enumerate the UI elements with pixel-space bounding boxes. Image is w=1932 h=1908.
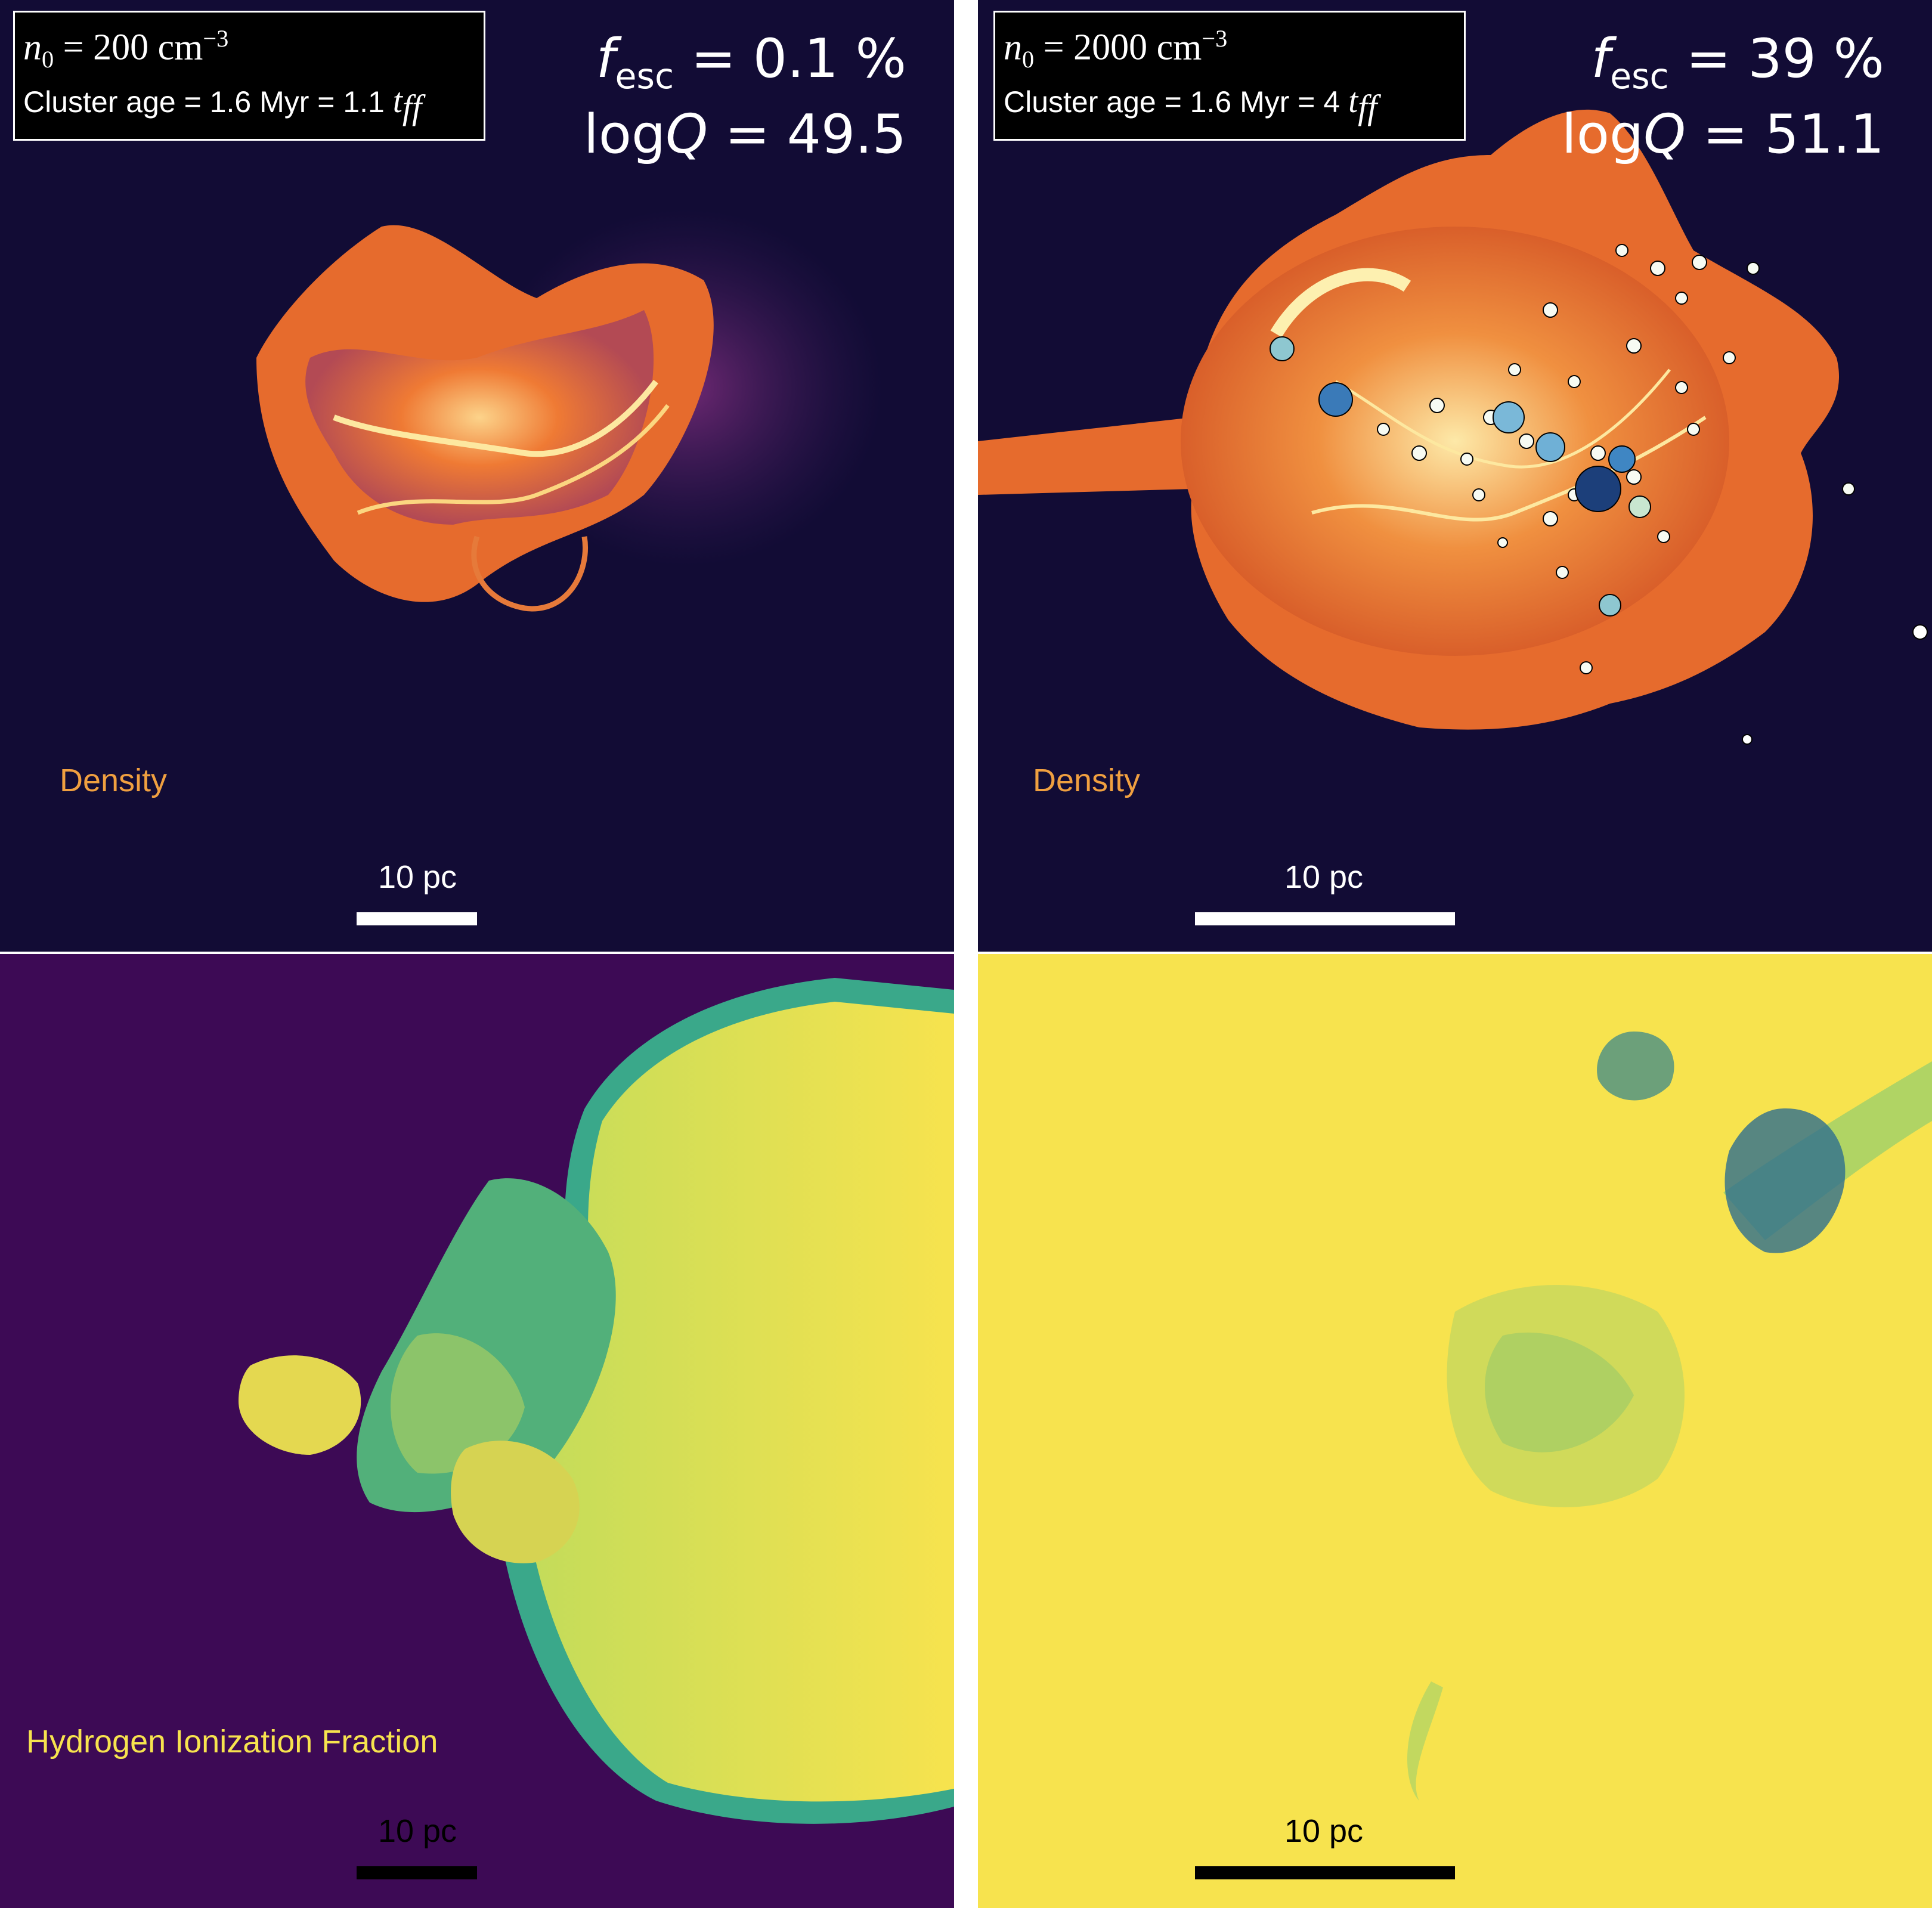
ionization-map-low <box>0 954 954 1908</box>
initial-density-label: n0 = 2000 cm−3 <box>1004 25 1228 73</box>
cluster-age-label: Cluster age = 1.6 Myr = 4 tff <box>1004 81 1377 127</box>
density-map-low <box>0 0 954 954</box>
vertical-divider <box>954 0 978 1908</box>
simulation-info-box: n0 = 2000 cm−3 Cluster age = 1.6 Myr = 4… <box>993 11 1466 141</box>
scale-bar-label: 10 pc <box>1284 1813 1364 1849</box>
scale-bar-label: 10 pc <box>377 859 457 895</box>
scale-bar <box>1195 1866 1455 1879</box>
scale-bar <box>357 912 477 925</box>
scale-bar <box>357 1866 477 1879</box>
density-panel-low: n0 = 200 cm−3 Cluster age = 1.6 Myr = 1.… <box>0 0 954 954</box>
ionization-panel-low: Hydrogen Ionization Fraction 10 pc <box>0 954 954 1908</box>
density-map-high <box>978 0 1932 954</box>
density-panel-high: n0 = 2000 cm−3 Cluster age = 1.6 Myr = 4… <box>978 0 1932 954</box>
scale-bar <box>1195 912 1455 925</box>
scale-bar-label: 10 pc <box>1284 859 1364 895</box>
ionization-map-high <box>978 954 1932 1908</box>
simulation-info-box: n0 = 200 cm−3 Cluster age = 1.6 Myr = 1.… <box>13 11 485 141</box>
density-label: Density <box>60 763 168 798</box>
initial-density-label: n0 = 200 cm−3 <box>23 25 229 73</box>
scale-bar-label: 10 pc <box>377 1813 457 1849</box>
ionization-fraction-label: Hydrogen Ionization Fraction <box>26 1724 438 1760</box>
ionization-panel-high: 10 pc <box>978 954 1932 1908</box>
escape-fraction-readout: fesc = 39 % logQ = 51.1 <box>1561 27 1884 166</box>
escape-fraction-readout: fesc = 0.1 % logQ = 49.5 <box>583 27 906 166</box>
density-label: Density <box>1033 763 1141 798</box>
cluster-age-label: Cluster age = 1.6 Myr = 1.1 tff <box>23 81 422 127</box>
horizontal-divider <box>0 952 1932 954</box>
